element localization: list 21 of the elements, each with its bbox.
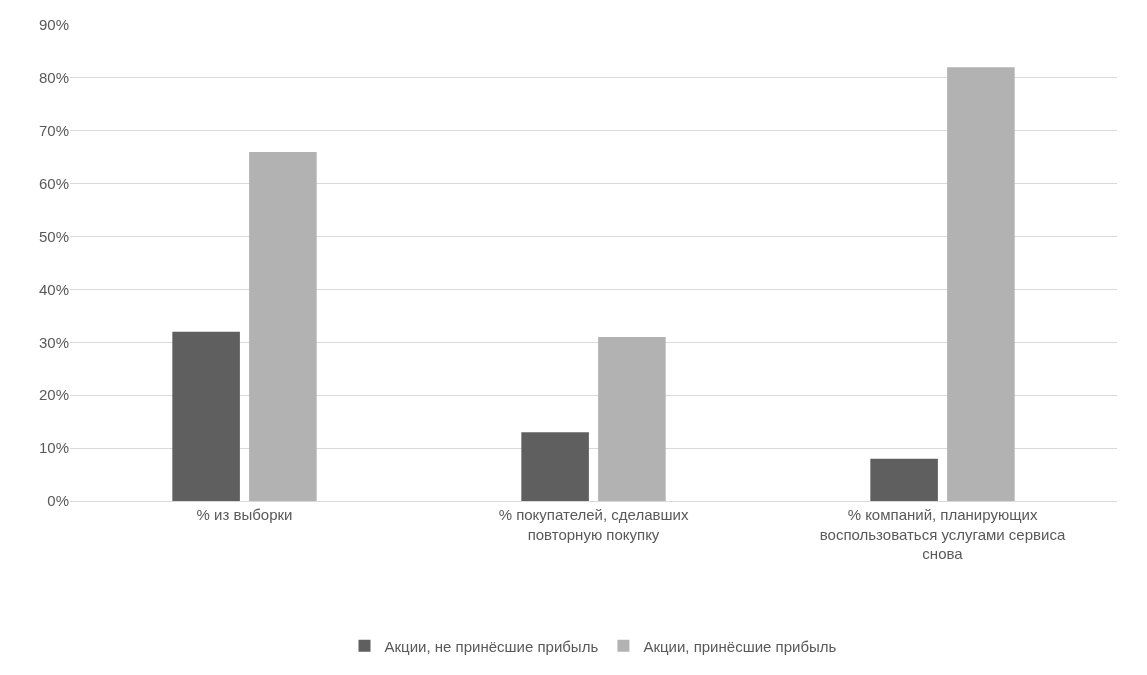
y-tick-label: 50% — [38, 227, 69, 245]
x-tick-label: % компаний, планирующих воспользоваться услугами сервиса снова — [819, 506, 1066, 562]
x-tick-label: % из выборки — [196, 506, 293, 523]
legend-label: Акции, принёсшие прибыль — [643, 637, 837, 655]
y-tick-label: 90% — [38, 16, 69, 34]
bar — [172, 331, 240, 501]
y-tick-label: 70% — [38, 122, 69, 140]
bar — [249, 151, 317, 501]
y-tick-label: 80% — [38, 69, 69, 87]
bar — [870, 458, 938, 501]
y-tick-label: 30% — [38, 333, 69, 351]
y-tick-label: 0% — [47, 492, 69, 510]
y-tick-label: 20% — [38, 386, 69, 404]
y-tick-label: 60% — [38, 174, 69, 192]
bar — [521, 432, 589, 501]
y-tick-label: 40% — [38, 280, 69, 298]
bar — [598, 337, 666, 501]
x-tick-label: % покупателей, сделавших повторную покупку — [498, 506, 689, 543]
bar — [947, 67, 1015, 501]
y-tick-label: 10% — [38, 439, 69, 457]
legend-label: Акции, не принёсшие прибыль — [384, 637, 599, 655]
